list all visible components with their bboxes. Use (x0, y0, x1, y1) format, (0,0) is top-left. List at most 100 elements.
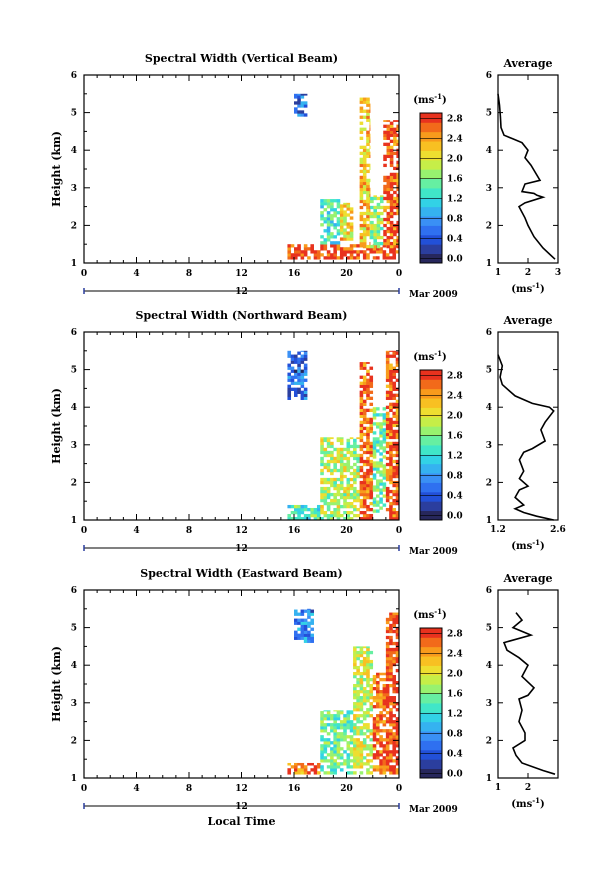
heatmap-cell (395, 351, 400, 355)
heatmap-cell (392, 402, 397, 406)
heatmap-cell (395, 687, 400, 691)
heatmap-cell (362, 366, 367, 370)
heatmap-cell (395, 459, 400, 464)
heatmap-cell (370, 244, 374, 249)
heatmap-cell (294, 256, 298, 260)
heatmap-cell (359, 393, 364, 397)
heatmap-cell (333, 492, 337, 497)
heatmap-cell (366, 217, 370, 222)
colorbar-swatch (420, 656, 442, 666)
heatmap-cell (395, 759, 400, 763)
heatmap-cell (385, 378, 390, 382)
heatmap-cell (395, 378, 400, 382)
heatmap-cell (336, 711, 341, 715)
heatmap-cell (386, 229, 391, 234)
heatmap-cell (356, 498, 360, 503)
heatmap-cell (320, 492, 324, 497)
heatmap-cell (343, 489, 347, 494)
heatmap-cell (320, 756, 324, 760)
heatmap-cell (366, 393, 370, 397)
heatmap-cell (386, 238, 391, 243)
heatmap-cell (333, 768, 337, 772)
heatmap-cell (392, 641, 397, 646)
heatmap-cell (382, 440, 387, 444)
heatmap-cell (356, 650, 360, 655)
heatmap-cell (343, 250, 347, 254)
average-title: Average (502, 572, 552, 585)
heatmap-cell (369, 390, 374, 394)
heatmap-cell (326, 202, 331, 206)
colorbar-swatch (420, 740, 442, 751)
heatmap-cell (297, 93, 301, 96)
average-unit-label: (ms-1) (511, 796, 544, 810)
heatmap-cell (366, 232, 370, 237)
heatmap-cell (392, 684, 397, 688)
heatmap-cell (369, 441, 374, 446)
heatmap-cell (389, 354, 393, 358)
heatmap-cell (359, 211, 364, 216)
heatmap-cell (310, 513, 314, 518)
heatmap-cell (369, 729, 374, 733)
heatmap-cell (369, 696, 374, 700)
heatmap-cell (385, 617, 390, 622)
heatmap-cell (359, 674, 364, 679)
heatmap-cell (339, 237, 344, 241)
heatmap-cell (369, 426, 374, 431)
heatmap-cell (369, 187, 371, 192)
heatmap-cell (323, 513, 328, 518)
heatmap-cell (385, 750, 390, 754)
heatmap-cell (310, 618, 314, 622)
heatmap-cell (389, 612, 393, 616)
heatmap-cell (294, 390, 298, 394)
heatmap-cell (379, 762, 383, 766)
heatmap-cell (359, 480, 364, 485)
heatmap-cell (372, 738, 377, 742)
heatmap-cell (300, 396, 305, 400)
heatmap-cell (389, 199, 394, 204)
heatmap-cell (366, 208, 370, 213)
heatmap-cell (395, 614, 400, 619)
heatmap-cell (389, 396, 393, 400)
heatmap-cell (330, 453, 334, 458)
heatmap-cell (369, 492, 374, 497)
heatmap-cell (372, 443, 377, 447)
heatmap-cell (369, 507, 374, 512)
heatmap-cell (392, 492, 397, 497)
heatmap-cell (362, 732, 367, 736)
heatmap-cell (333, 714, 337, 718)
heatmap-cell (376, 232, 381, 237)
heatmap-cell (330, 437, 334, 440)
heatmap-cell (385, 677, 390, 682)
heatmap-cell (300, 350, 305, 352)
heatmap-cell (356, 256, 360, 260)
colorbar-swatch (420, 712, 442, 723)
heatmap-cell (366, 653, 370, 658)
heatmap-cell (336, 753, 341, 757)
heatmap-cell (385, 720, 390, 724)
heatmap-cell (389, 381, 393, 385)
heatmap-cell (333, 741, 337, 745)
heatmap-cell (362, 747, 367, 751)
heatmap-cell (300, 360, 305, 364)
x-tick-label: 0 (396, 784, 402, 794)
heatmap-cell (300, 768, 305, 772)
heatmap-cell (310, 627, 314, 631)
heatmap-cell (320, 486, 324, 491)
heatmap-cell (330, 441, 334, 446)
heatmap-cell (300, 510, 305, 515)
heatmap-cell (362, 154, 367, 159)
heatmap-cell (336, 483, 341, 488)
heatmap-cell (366, 711, 370, 715)
heatmap-cell (336, 507, 341, 512)
heatmap-cell (362, 387, 367, 391)
heatmap-cell (396, 142, 400, 146)
x-tick-label: 16 (288, 269, 301, 279)
heatmap-cell (389, 647, 393, 652)
heatmap-cell (382, 756, 387, 760)
heatmap-cell (359, 130, 364, 134)
heatmap-cell (376, 425, 380, 429)
x-tick-label: 16 (288, 784, 301, 794)
heatmap-cell (392, 375, 397, 379)
heatmap-cell (392, 247, 397, 251)
colorbar-tick-label: 1.6 (447, 431, 463, 441)
